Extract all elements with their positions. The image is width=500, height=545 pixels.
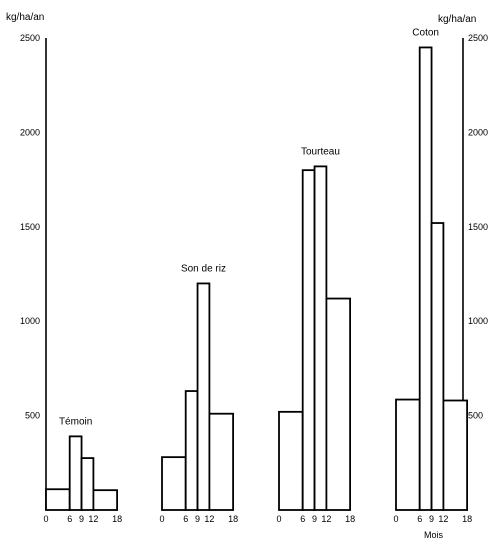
bar (325, 297, 351, 511)
group-label: Tourteau (301, 146, 340, 157)
y-tick-label-right: 2000 (468, 127, 488, 137)
bar-group (278, 165, 351, 511)
y-tick-label-right: 1000 (468, 316, 488, 326)
group-label: Coton (412, 27, 439, 38)
bar (80, 457, 95, 511)
group-label: Témoin (59, 416, 92, 427)
bar (45, 488, 71, 511)
y-tick-label-right: 500 (468, 411, 483, 421)
bar (313, 165, 328, 511)
x-tick-label: 6 (300, 514, 305, 524)
x-tick-label: 6 (67, 514, 72, 524)
bar (68, 435, 83, 511)
y-tick-label-left: 500 (25, 411, 40, 421)
y-unit-right: kg/ha/an (438, 14, 476, 25)
bar-group (395, 46, 468, 511)
bar (278, 410, 304, 511)
x-tick-label: 6 (183, 514, 188, 524)
bar (301, 169, 316, 511)
y-tick-label-left: 2500 (20, 33, 40, 43)
bar (430, 222, 445, 511)
x-tick-label: 12 (438, 514, 448, 524)
x-tick-label: 18 (112, 514, 122, 524)
bar (196, 282, 211, 511)
y-unit-left: kg/ha/an (6, 12, 44, 23)
y-tick-label-left: 1000 (20, 316, 40, 326)
x-axis-label: Mois (424, 530, 444, 540)
group-labels: Témoin Son de riz Tourteau Coton (59, 27, 439, 427)
x-tick-label: 9 (429, 514, 434, 524)
y-tick-label-left: 2000 (20, 127, 40, 137)
bar (442, 399, 468, 511)
x-ticks: 0 6 9 12 18 0 6 9 12 18 0 6 9 12 18 0 6 9 12 18 (43, 514, 472, 524)
x-tick-label: 0 (276, 514, 281, 524)
bar (418, 46, 433, 511)
bar (208, 412, 234, 511)
x-tick-label: 9 (312, 514, 317, 524)
y-tick-label-right: 1500 (468, 222, 488, 232)
x-tick-label: 9 (79, 514, 84, 524)
x-tick-label: 0 (159, 514, 164, 524)
x-tick-label: 6 (417, 514, 422, 524)
x-tick-label: 18 (228, 514, 238, 524)
x-tick-label: 12 (204, 514, 214, 524)
group-label: Son de riz (181, 263, 226, 274)
bar (161, 456, 187, 511)
bar-group (45, 435, 119, 511)
x-tick-label: 12 (88, 514, 98, 524)
y-tick-label-right: 2500 (468, 33, 488, 43)
y-ticks-left: 500 1000 1500 2000 2500 (20, 33, 40, 421)
y-tick-label-left: 1500 (20, 222, 40, 232)
x-tick-label: 9 (195, 514, 200, 524)
x-tick-label: 18 (345, 514, 355, 524)
bar-group (161, 282, 234, 511)
x-tick-label: 18 (462, 514, 472, 524)
bar (395, 398, 421, 511)
x-tick-label: 0 (43, 514, 48, 524)
x-tick-label: 0 (393, 514, 398, 524)
bar-groups (45, 46, 468, 511)
bar (92, 489, 119, 511)
bar (184, 390, 199, 511)
y-ticks-right: 500 1000 1500 2000 2500 (468, 33, 488, 421)
x-tick-label: 12 (321, 514, 331, 524)
